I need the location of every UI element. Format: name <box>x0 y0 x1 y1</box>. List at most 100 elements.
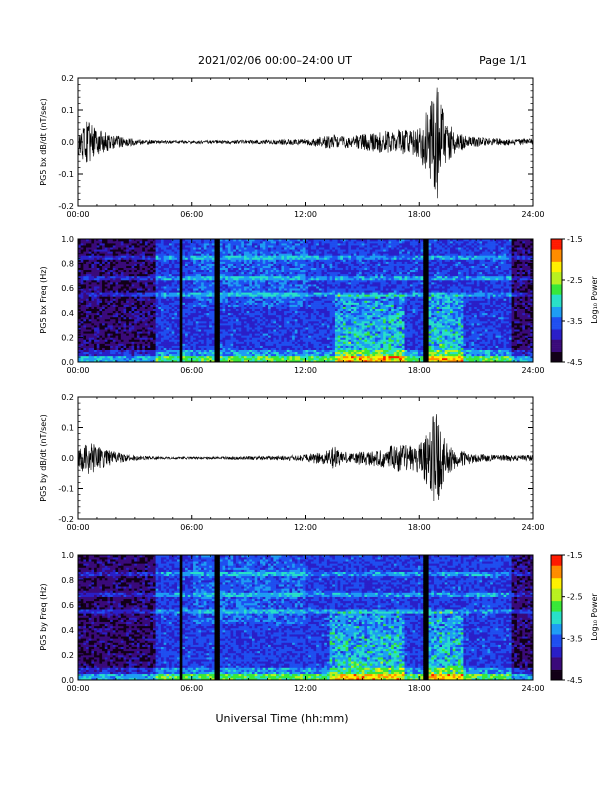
spectrogram-cell <box>281 323 285 326</box>
spectrogram-cell <box>182 300 186 303</box>
spectrogram-cell <box>147 331 151 334</box>
spectrogram-cell <box>257 249 261 252</box>
spectrogram-cell <box>163 349 167 353</box>
spectrogram-cell <box>118 321 122 324</box>
spectrogram-cell <box>104 329 108 332</box>
spectrogram-cell <box>94 282 98 285</box>
spectrogram-cell <box>238 357 242 361</box>
spectrogram-cell <box>86 273 90 277</box>
spectrogram-cell <box>107 333 111 336</box>
spectrogram-cell <box>249 255 253 258</box>
spectrogram-cell <box>206 263 210 266</box>
spectrogram-cell <box>147 298 151 301</box>
spectrogram-cell <box>80 286 84 289</box>
spectrogram-cell <box>169 292 172 295</box>
spectrogram-cell <box>217 259 221 262</box>
spectrogram-cell <box>123 302 127 305</box>
spectrogram-cell <box>160 353 164 357</box>
spectrogram-cell <box>120 267 124 271</box>
spectrogram-cell <box>243 249 247 252</box>
spectrogram-cell <box>265 300 269 303</box>
spectrogram-cell <box>201 253 205 256</box>
spectrogram-cell <box>203 251 207 254</box>
spectrogram-cell <box>260 265 263 268</box>
spectrogram-cell <box>241 245 245 248</box>
spectrogram-cell <box>171 333 175 336</box>
spectrogram-cell <box>177 241 181 244</box>
spectrogram-cell <box>262 306 266 309</box>
spectrogram-cell <box>107 353 111 357</box>
spectrogram-cell <box>217 284 221 287</box>
spectrogram-cell <box>260 353 263 357</box>
spectrogram-cell <box>142 329 146 332</box>
spectrogram-cell <box>209 245 213 248</box>
spectrogram-cell <box>246 314 250 318</box>
spectrogram-cell <box>260 335 263 338</box>
spectrogram-cell <box>123 277 127 281</box>
spectrogram-cell <box>171 263 175 266</box>
spectrogram-cell <box>251 333 255 336</box>
spectrogram-cell <box>115 359 119 363</box>
spectrogram-cell <box>206 327 210 330</box>
spectrogram-cell <box>144 339 148 342</box>
spectrogram-cell <box>260 245 263 248</box>
spectrogram-cell <box>123 294 127 297</box>
spectrogram-cell <box>268 308 272 312</box>
spectrogram-cell <box>86 323 90 326</box>
spectrogram-cell <box>136 355 140 359</box>
spectrogram-cell <box>131 257 135 260</box>
spectrogram-cell <box>150 296 154 299</box>
spectrogram-cell <box>260 282 263 285</box>
spectrogram-cell <box>115 290 119 293</box>
spectrogram-cell <box>83 298 87 301</box>
spectrogram-cell <box>227 353 231 357</box>
spectrogram-cell <box>273 247 277 250</box>
spectrogram-cell <box>235 355 239 359</box>
spectrogram-cell <box>179 292 183 295</box>
spectrogram-cell <box>289 327 293 330</box>
spectrogram-cell <box>139 331 143 334</box>
spectrogram-cell <box>241 359 245 363</box>
spectrogram-cell <box>163 327 167 330</box>
spectrogram-cell <box>225 294 229 297</box>
spectrogram-cell <box>169 296 172 299</box>
spectrogram-cell <box>78 267 81 271</box>
spectrogram-cell <box>206 353 210 357</box>
spectrogram-cell <box>286 337 290 340</box>
spectrogram-cell <box>203 292 207 295</box>
spectrogram-cell <box>190 331 194 334</box>
spectrogram-cell <box>136 343 140 346</box>
spectrogram-cell <box>222 249 226 252</box>
spectrogram-cell <box>147 294 151 297</box>
spectrogram-cell <box>96 288 100 291</box>
spectrogram-cell <box>134 310 138 314</box>
spectrogram-cell <box>110 257 114 260</box>
spectrogram-cell <box>227 292 231 295</box>
spectrogram-cell <box>131 333 135 336</box>
spectrogram-cell <box>198 359 202 363</box>
spectrogram-cell <box>155 280 159 283</box>
spectrogram-cell <box>126 267 130 271</box>
spectrogram-cell <box>91 343 95 346</box>
spectrogram-cell <box>217 257 221 260</box>
spectrogram-cell <box>182 257 186 260</box>
spectrogram-cell <box>249 294 253 297</box>
spectrogram-cell <box>273 269 277 273</box>
spectrogram-cell <box>206 286 210 289</box>
spectrogram-cell <box>115 347 119 350</box>
spectrogram-cell <box>193 337 197 340</box>
spectrogram-cell <box>94 343 98 346</box>
spectrogram-cell <box>94 339 98 342</box>
spectrogram-cell <box>292 343 296 346</box>
spectrogram-cell <box>83 351 87 355</box>
spectrogram-cell <box>136 280 140 283</box>
spectrogram-cell <box>251 296 255 299</box>
spectrogram-cell <box>104 294 108 297</box>
spectrogram-cell <box>260 247 263 250</box>
spectrogram-cell <box>185 251 189 254</box>
spectrogram-cell <box>233 357 237 361</box>
spectrogram-cell <box>91 257 95 260</box>
spectrogram-cell <box>118 351 122 355</box>
spectrogram-cell <box>144 253 148 256</box>
spectrogram-cell <box>222 345 226 348</box>
